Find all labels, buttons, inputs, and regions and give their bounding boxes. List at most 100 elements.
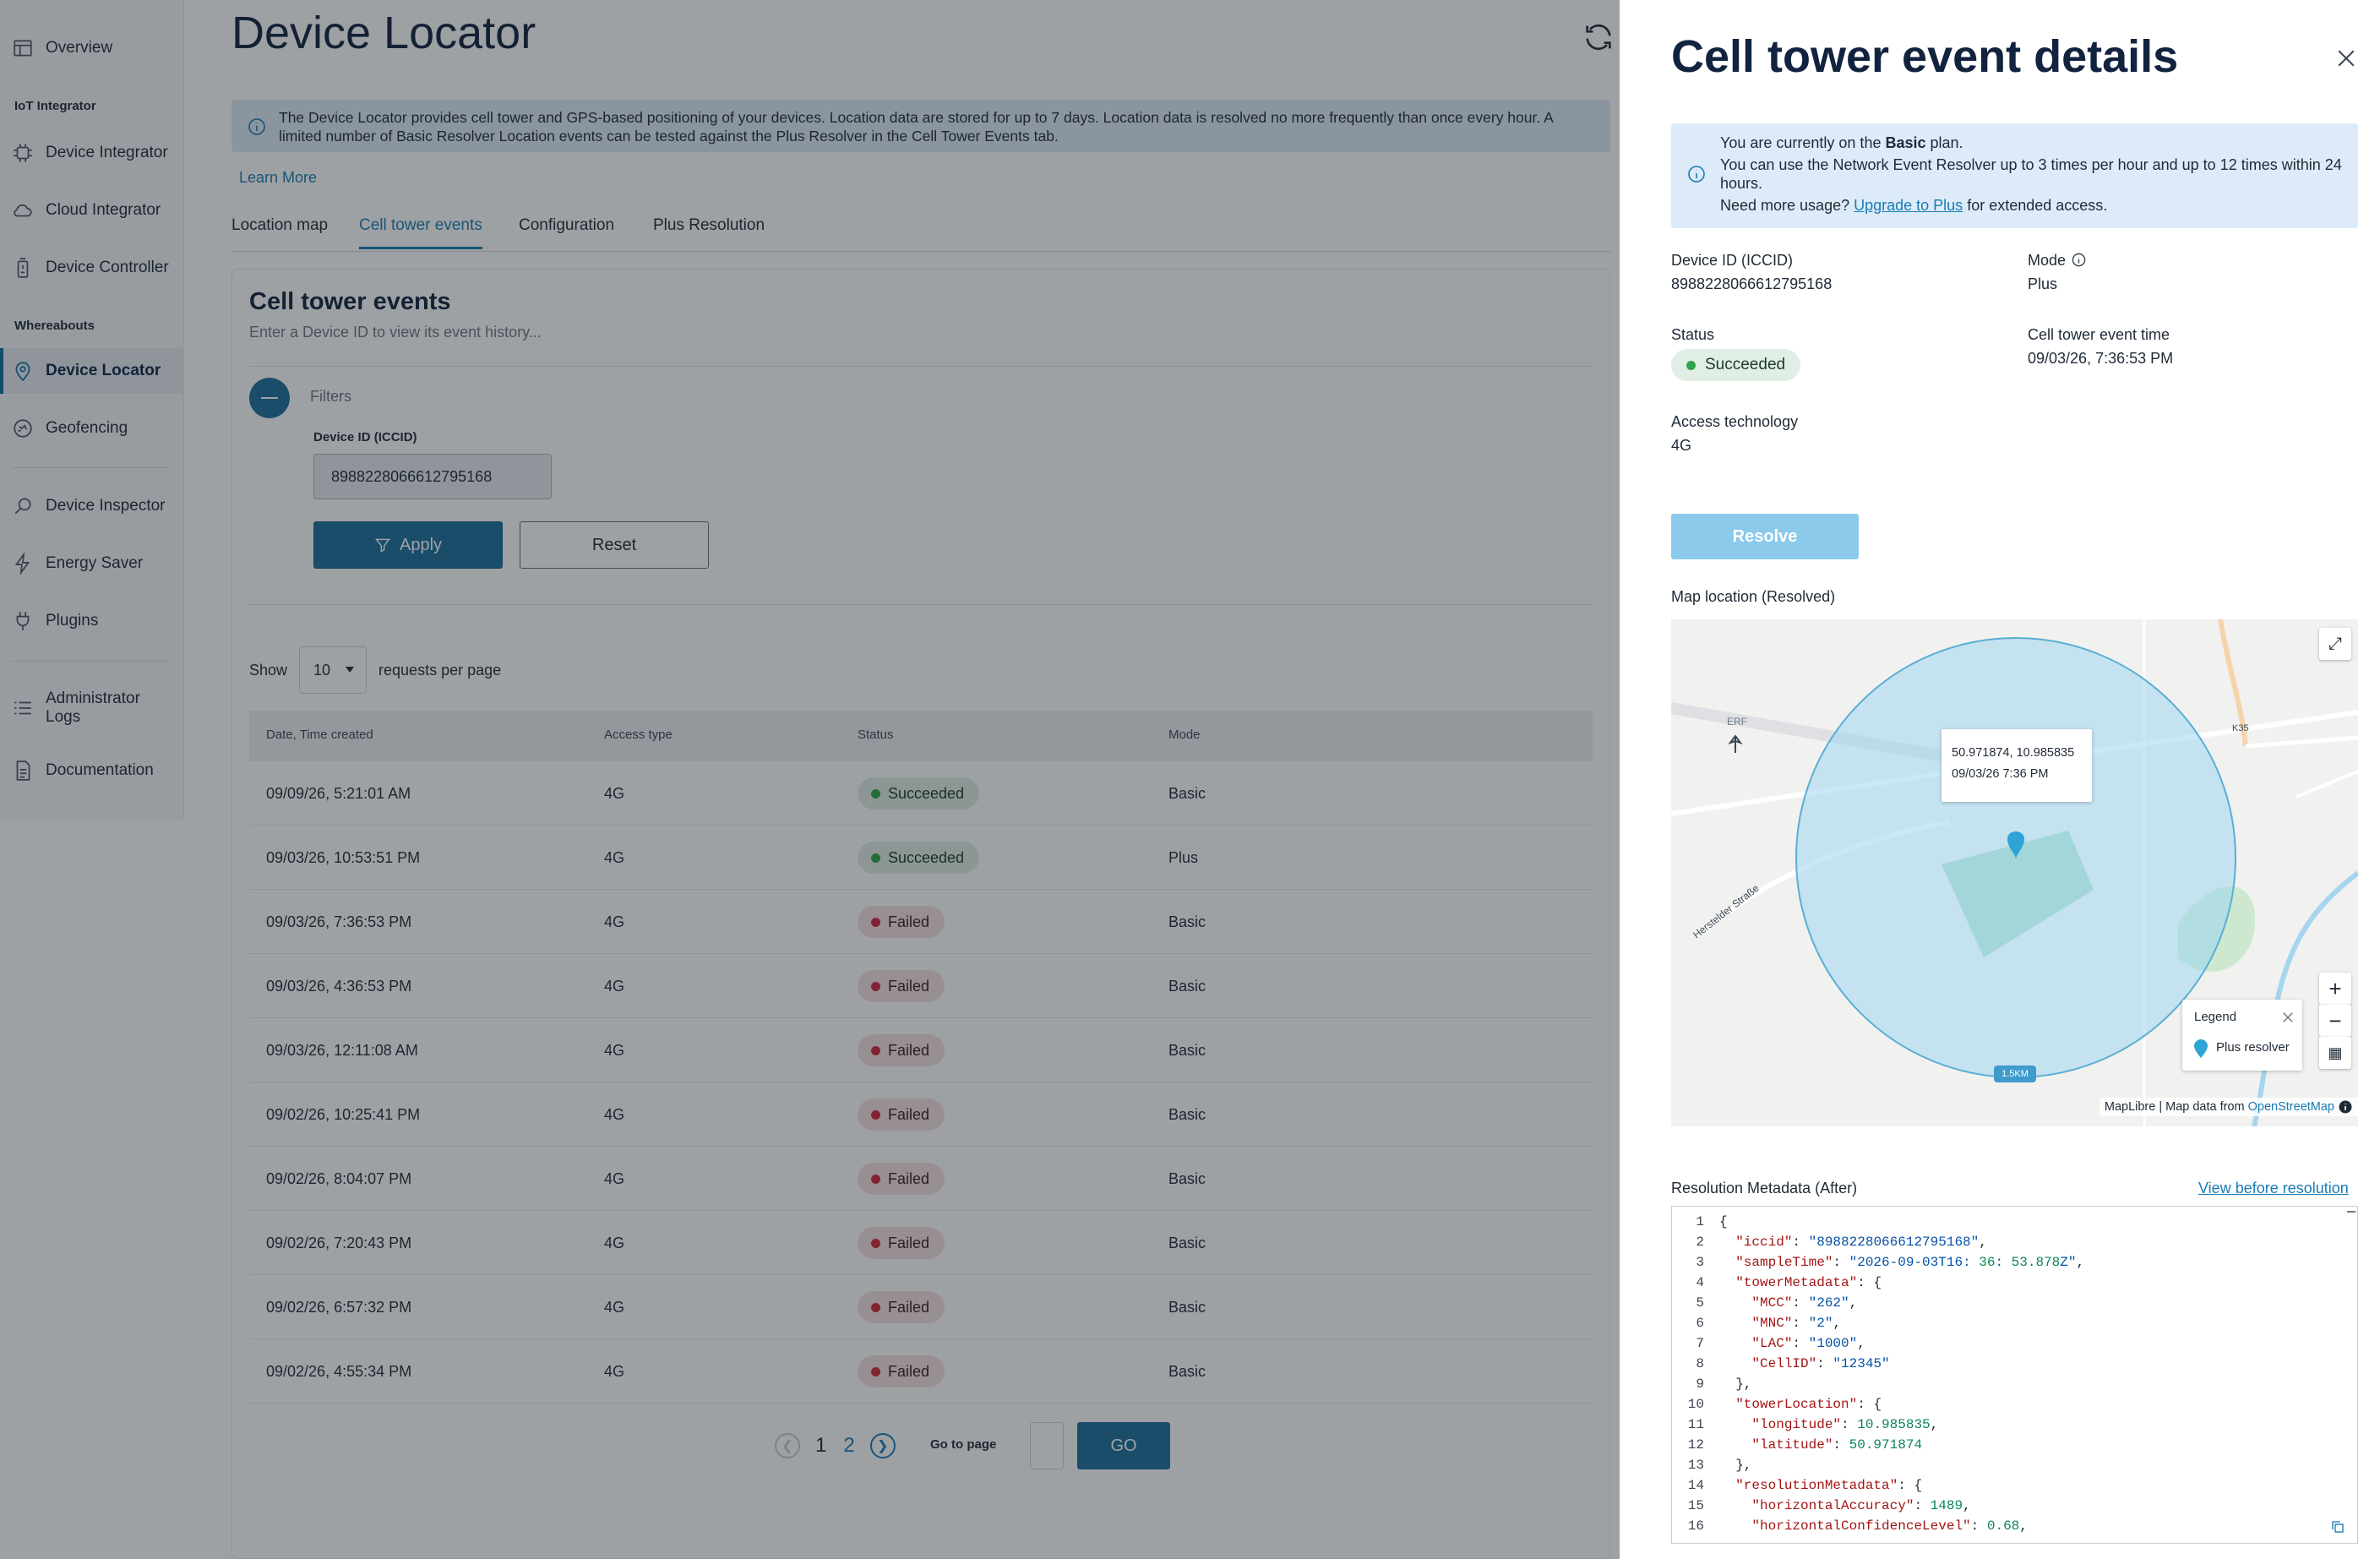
line-number: 14 bbox=[1687, 1478, 1704, 1493]
mode-cell: Basic bbox=[1168, 1363, 1206, 1380]
filters-collapse-button[interactable] bbox=[249, 378, 290, 418]
code-line: 16 "horizontalConfidenceLevel": 0.68, bbox=[1672, 1516, 2357, 1536]
line-number: 11 bbox=[1687, 1417, 1704, 1432]
sidebar-item-device-inspector[interactable]: Device Inspector bbox=[0, 483, 182, 529]
code-line: 8 "CellID": "12345" bbox=[1672, 1354, 2357, 1374]
sidebar-item-administrator-logs[interactable]: Administrator Logs bbox=[0, 683, 182, 733]
legend-title: Legend bbox=[2194, 1010, 2237, 1024]
device-id-label: Device ID (ICCID) bbox=[1671, 252, 1794, 269]
tab-cell-tower-events[interactable]: Cell tower events bbox=[359, 216, 482, 249]
status-badge: Failed bbox=[858, 1034, 945, 1066]
sidebar-item-geofencing[interactable]: Geofencing bbox=[0, 406, 182, 451]
search-icon bbox=[14, 498, 31, 515]
openstreetmap-link[interactable]: OpenStreetMap bbox=[2247, 1100, 2334, 1114]
sidebar-item-device-locator[interactable]: Device Locator bbox=[0, 348, 182, 394]
date-cell: 09/03/26, 4:36:53 PM bbox=[266, 978, 412, 995]
editor-scrollbar[interactable] bbox=[2345, 1207, 2357, 1543]
learn-more-link[interactable]: Learn More bbox=[239, 169, 318, 186]
resolve-button[interactable]: Resolve bbox=[1671, 514, 1859, 559]
goto-page-input[interactable] bbox=[1030, 1422, 1064, 1469]
plan-name: Basic bbox=[1885, 134, 1926, 151]
info-banner: The Device Locator provides cell tower a… bbox=[231, 100, 1610, 152]
info-icon[interactable] bbox=[2338, 1099, 2353, 1115]
fullscreen-button[interactable]: ⤢ bbox=[2319, 628, 2351, 660]
divider bbox=[249, 366, 1593, 367]
zoom-out-button[interactable]: − bbox=[2319, 1005, 2351, 1037]
reset-button[interactable]: Reset bbox=[520, 521, 709, 569]
table-row[interactable]: 09/03/26, 7:36:53 PM 4G Failed Basic bbox=[249, 890, 1593, 954]
plan-limits-text: You can use the Network Event Resolver u… bbox=[1720, 156, 2342, 192]
view-before-resolution-link[interactable]: View before resolution bbox=[2198, 1180, 2349, 1197]
per-page-select[interactable]: 10 bbox=[299, 646, 368, 694]
table-row[interactable]: 09/03/26, 4:36:53 PM 4G Failed Basic bbox=[249, 954, 1593, 1018]
line-number: 16 bbox=[1687, 1518, 1704, 1534]
table-row[interactable]: 09/03/26, 10:53:51 PM 4G Succeeded Plus bbox=[249, 826, 1593, 890]
access-cell: 4G bbox=[604, 1042, 625, 1059]
table-row[interactable]: 09/03/26, 12:11:08 AM 4G Failed Basic bbox=[249, 1018, 1593, 1082]
zoom-in-button[interactable]: + bbox=[2319, 973, 2351, 1005]
main-content: Device Locator The Device Locator provid… bbox=[186, 0, 1620, 1559]
geofencing-icon bbox=[14, 419, 32, 438]
table-row[interactable]: 09/02/26, 7:20:43 PM 4G Failed Basic bbox=[249, 1211, 1593, 1275]
device-controller-icon bbox=[17, 258, 29, 278]
metadata-code-editor[interactable]: 1{2 "iccid": "8988228066612795168", 3 "sa… bbox=[1671, 1206, 2358, 1544]
close-icon[interactable] bbox=[2280, 1010, 2296, 1025]
line-number: 12 bbox=[1687, 1437, 1704, 1453]
sidebar-section-whereabouts: Whereabouts bbox=[14, 319, 95, 333]
column-header-access[interactable]: Access type bbox=[604, 728, 673, 742]
sidebar-item-cloud-integrator[interactable]: Cloud Integrator bbox=[0, 188, 182, 233]
next-page-button[interactable]: ❯ bbox=[869, 1433, 896, 1458]
copy-icon[interactable] bbox=[2330, 1519, 2345, 1534]
column-header-status[interactable]: Status bbox=[858, 728, 894, 742]
tab-configuration[interactable]: Configuration bbox=[519, 216, 615, 234]
tower-marker-icon[interactable] bbox=[2007, 831, 2024, 859]
code-line: 10 "towerLocation": { bbox=[1672, 1394, 2357, 1415]
device-id-input[interactable] bbox=[313, 454, 552, 499]
sidebar-item-documentation[interactable]: Documentation bbox=[0, 748, 182, 793]
go-button[interactable]: GO bbox=[1077, 1422, 1170, 1469]
date-cell: 09/03/26, 12:11:08 AM bbox=[266, 1042, 418, 1059]
sidebar-item-energy-saver[interactable]: Energy Saver bbox=[0, 541, 182, 586]
mode-cell: Basic bbox=[1168, 1299, 1206, 1316]
refresh-icon[interactable] bbox=[1582, 20, 1615, 54]
status-badge: Failed bbox=[858, 906, 945, 938]
sidebar-item-device-controller[interactable]: Device Controller bbox=[0, 245, 182, 291]
table-row[interactable]: 09/02/26, 8:04:07 PM 4G Failed Basic bbox=[249, 1147, 1593, 1211]
column-header-date[interactable]: Date, Time created bbox=[266, 728, 373, 742]
upgrade-link[interactable]: Upgrade to Plus bbox=[1854, 197, 1963, 214]
info-icon[interactable] bbox=[2071, 252, 2087, 268]
page-1-button[interactable]: 1 bbox=[815, 1434, 827, 1457]
access-cell: 4G bbox=[604, 1170, 625, 1187]
plan-text: plan. bbox=[1925, 134, 1963, 151]
location-popup: 50.971874, 10.985835 09/03/26 7:36 PM bbox=[1942, 729, 2092, 802]
apply-button[interactable]: Apply bbox=[313, 521, 503, 569]
table-row[interactable]: 09/09/26, 5:21:01 AM 4G Succeeded Basic bbox=[249, 761, 1593, 826]
sidebar-item-plugins[interactable]: Plugins bbox=[0, 598, 182, 644]
sidebar-item-overview[interactable]: Overview bbox=[0, 25, 182, 71]
attribution-text: MapLibre | Map data from bbox=[2104, 1100, 2245, 1114]
prev-page-button[interactable]: ❮ bbox=[775, 1433, 800, 1458]
map-legend: Legend Plus resolver bbox=[2182, 1000, 2302, 1071]
column-header-mode[interactable]: Mode bbox=[1168, 728, 1201, 742]
status-badge: Failed bbox=[858, 970, 945, 1002]
table-row[interactable]: 09/02/26, 6:57:32 PM 4G Failed Basic bbox=[249, 1275, 1593, 1339]
access-cell: 4G bbox=[604, 849, 625, 866]
status-badge: Failed bbox=[858, 1163, 945, 1195]
tab-location-map[interactable]: Location map bbox=[231, 216, 329, 234]
map-place-label: ERF bbox=[1727, 716, 1747, 728]
close-icon[interactable] bbox=[2334, 46, 2359, 71]
access-cell: 4G bbox=[604, 913, 625, 930]
events-title: Cell tower events bbox=[249, 288, 451, 315]
page-2-button[interactable]: 2 bbox=[843, 1434, 855, 1457]
mode-cell: Basic bbox=[1168, 978, 1206, 995]
sidebar-item-device-integrator[interactable]: Device Integrator bbox=[0, 130, 182, 176]
modal-backdrop[interactable] bbox=[0, 0, 1620, 1559]
plan-info-text: You are currently on the Basic plan. You… bbox=[1720, 134, 2343, 218]
map-style-button[interactable]: ▦ bbox=[2319, 1037, 2351, 1069]
tab-plus-resolution[interactable]: Plus Resolution bbox=[653, 216, 765, 234]
table-row[interactable]: 09/02/26, 10:25:41 PM 4G Failed Basic bbox=[249, 1082, 1593, 1147]
sidebar: Overview IoT Integrator Device Integrato… bbox=[0, 0, 184, 820]
access-cell: 4G bbox=[604, 1363, 625, 1380]
table-row[interactable]: 09/02/26, 4:55:34 PM 4G Failed Basic bbox=[249, 1339, 1593, 1404]
resolved-location-map[interactable]: ERF K35 Herstelder Straße 50.971874, 10.… bbox=[1671, 619, 2358, 1126]
